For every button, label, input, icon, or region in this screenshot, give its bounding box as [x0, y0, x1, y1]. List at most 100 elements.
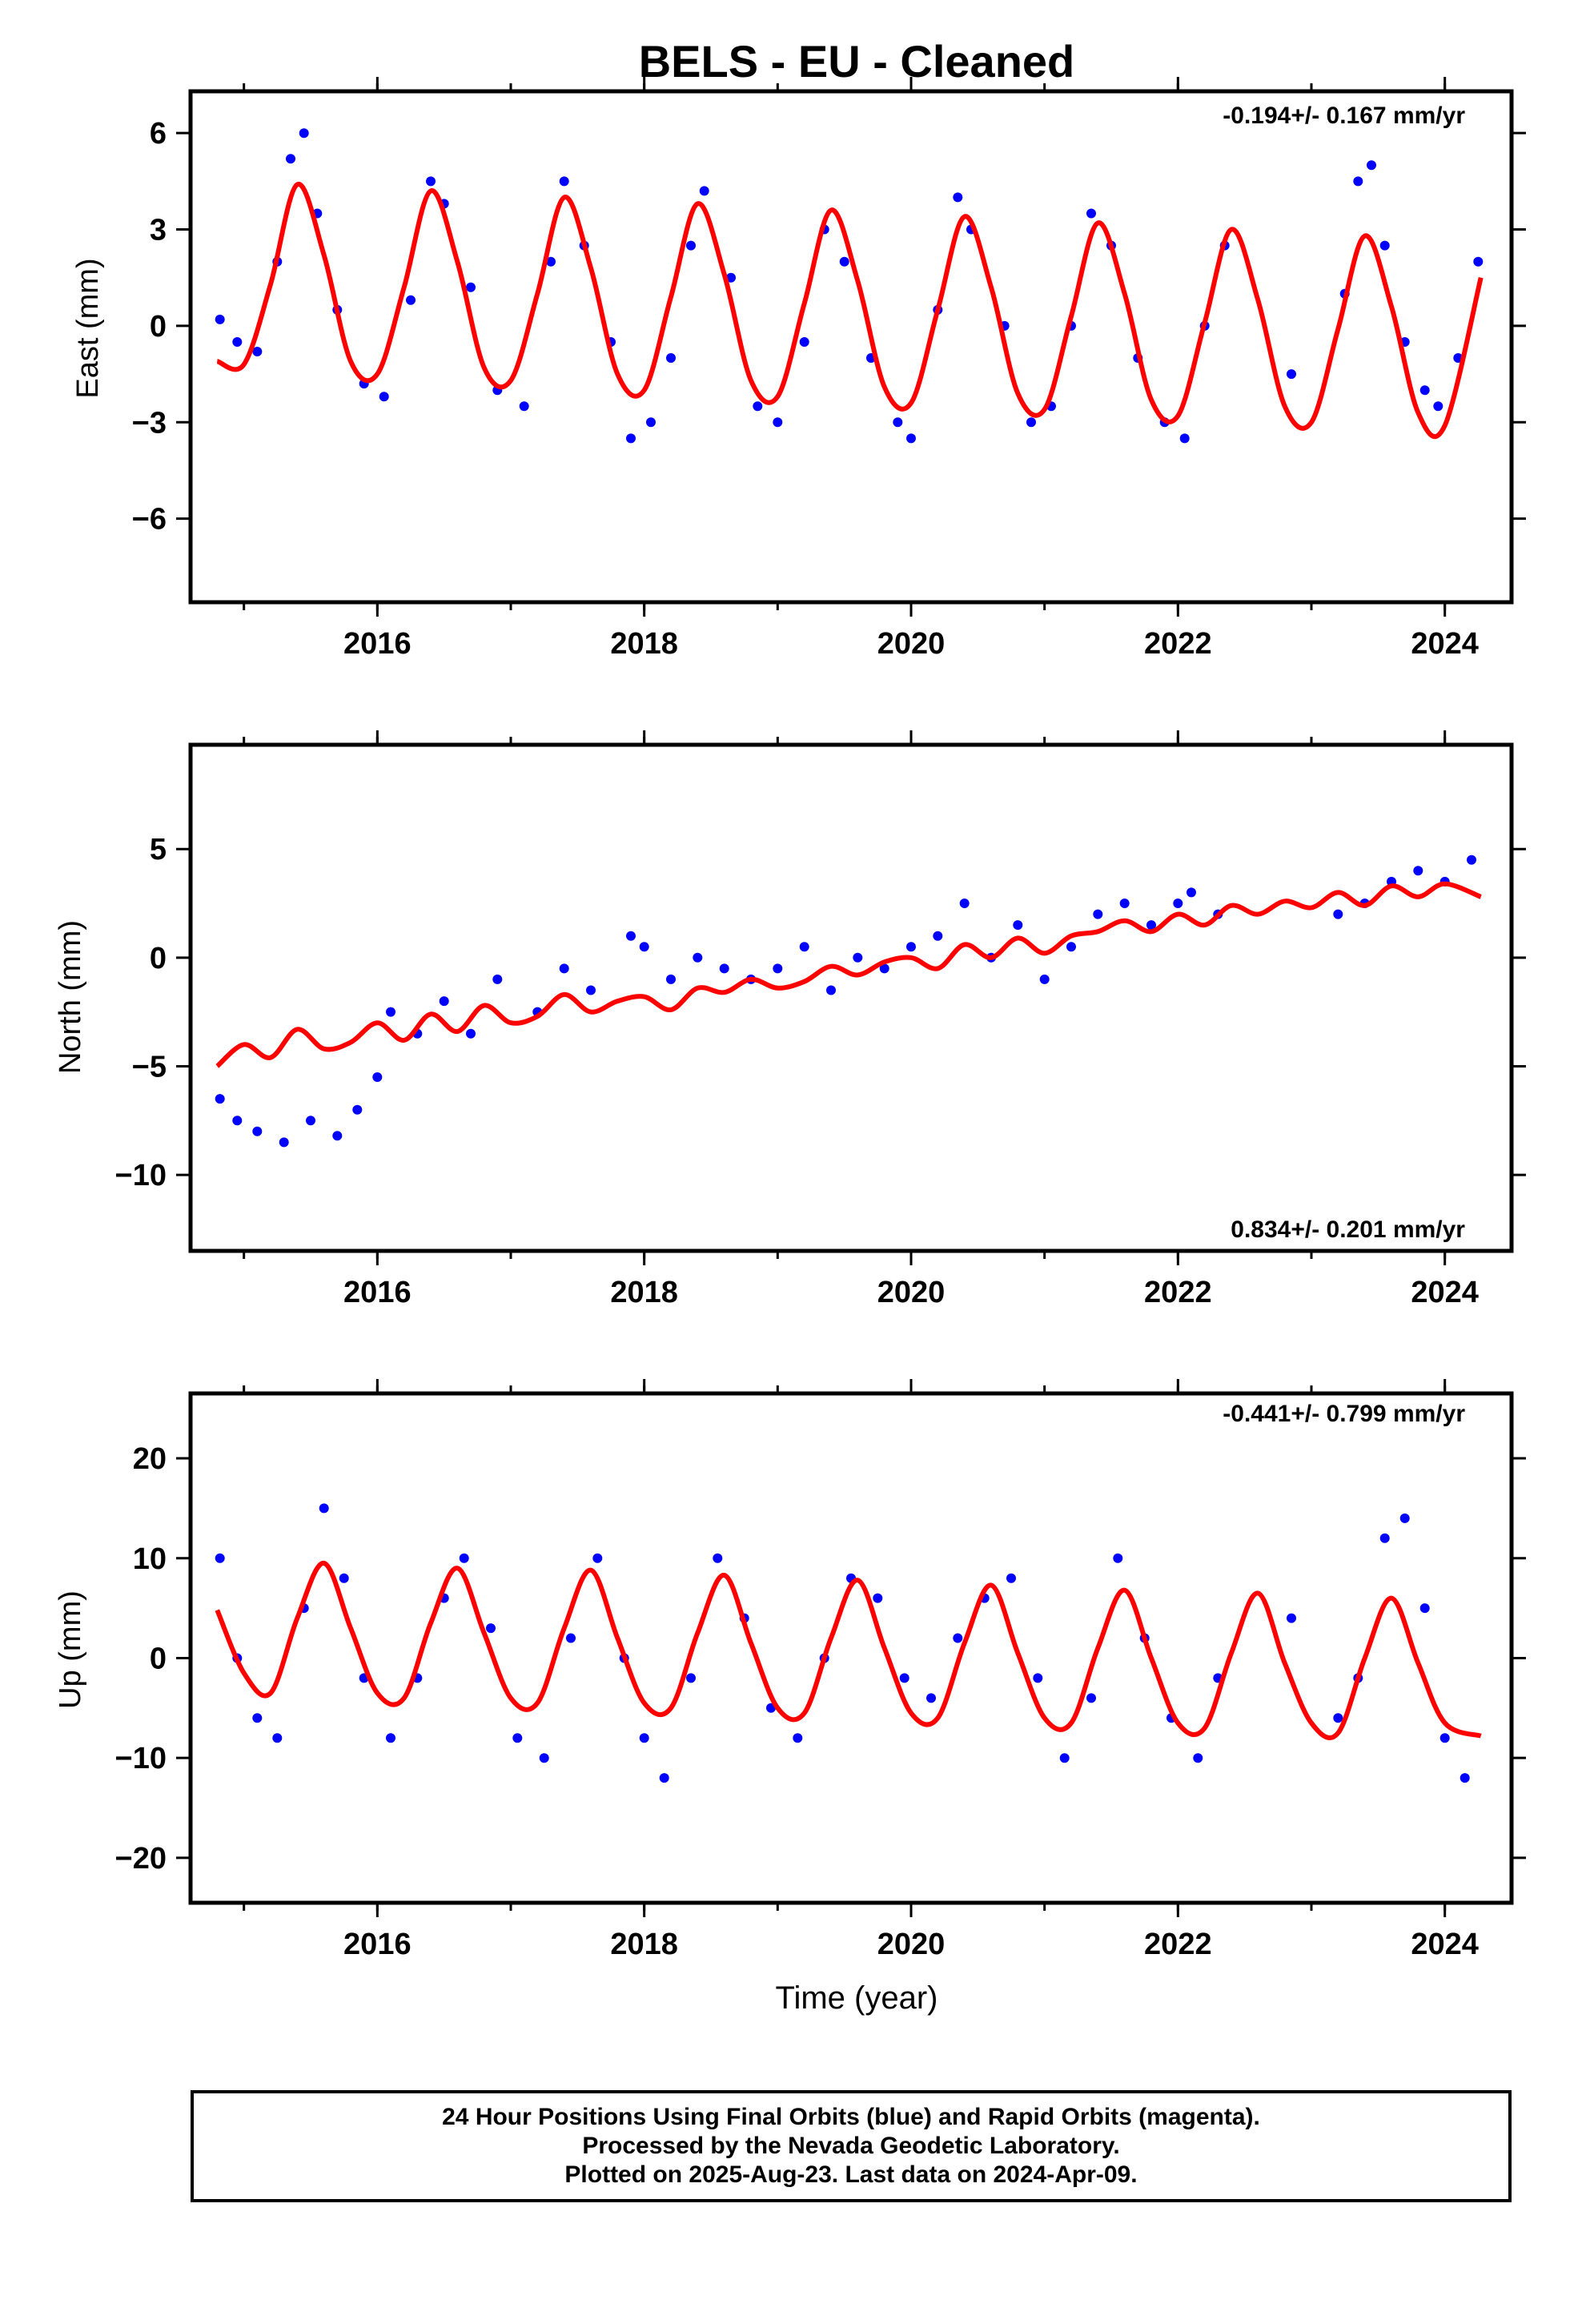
up-y-tick-label: 10	[133, 1542, 167, 1576]
up-data-point	[1287, 1613, 1296, 1623]
up-data-point	[713, 1553, 723, 1563]
north-data-point	[1039, 974, 1050, 984]
east-frame	[188, 89, 1514, 605]
up-data-point	[339, 1573, 349, 1583]
east-data-point	[646, 417, 656, 428]
east-data-point	[1179, 433, 1190, 444]
north-y-tick-label: 0	[150, 942, 167, 975]
up-y-tick-label: 20	[133, 1442, 167, 1476]
north-data-point	[693, 952, 703, 963]
up-axes: 2016 2018 2020 2022 2024 −20 −10 0 10 20	[115, 1379, 1526, 1961]
north-data-point	[639, 942, 649, 952]
east-y-tick-label: 0	[150, 310, 167, 344]
up-x-tick-label: 2020	[877, 1928, 946, 1961]
north-data-point	[1413, 866, 1423, 876]
up-data-point	[459, 1553, 469, 1563]
north-data-point	[799, 942, 809, 952]
north-rate-label: 0.834+/- 0.201 mm/yr	[1231, 1216, 1465, 1243]
east-x-tick-label: 2020	[877, 627, 946, 661]
north-data-point	[492, 974, 503, 984]
north-y-tick-label: −5	[132, 1050, 167, 1084]
footer-line-orbits: 24 Hour Positions Using Final Orbits (bl…	[442, 2104, 1260, 2130]
east-x-tick-label: 2016	[343, 627, 412, 661]
up-data-point	[272, 1733, 283, 1743]
north-frame	[188, 742, 1514, 1253]
up-data-point	[512, 1733, 523, 1743]
up-x-tick-label: 2022	[1144, 1928, 1212, 1961]
up-data-point	[953, 1633, 963, 1643]
north-data-point	[466, 1028, 476, 1039]
east-rate-label: -0.194+/- 0.167 mm/yr	[1223, 103, 1465, 129]
up-data-point	[386, 1733, 396, 1743]
east-data-point	[726, 272, 736, 283]
north-data-point	[1066, 942, 1076, 952]
east-x-tick-label: 2022	[1144, 627, 1212, 661]
north-data-point	[306, 1116, 315, 1126]
east-data-point	[1367, 160, 1376, 171]
north-data-point	[1186, 887, 1196, 898]
north-model-line	[215, 881, 1482, 1068]
up-data-point	[1033, 1673, 1043, 1683]
east-y-tick-label: 3	[150, 214, 167, 247]
east-data-point	[232, 337, 243, 347]
north-x-tick-label: 2020	[877, 1276, 946, 1309]
up-y-tick-label: −20	[115, 1842, 167, 1876]
north-data-point	[332, 1131, 343, 1141]
up-data-point	[319, 1503, 329, 1514]
up-data-point	[1059, 1753, 1070, 1763]
north-data-point	[215, 1094, 225, 1104]
north-data-point	[1146, 920, 1156, 931]
east-data-point	[753, 401, 763, 412]
east-panel: 2016 2018 2020 2022 2024 −6 −3 0 3 6 East (mm) -0…	[71, 77, 1526, 661]
east-data-point	[1086, 208, 1096, 219]
east-data-point	[559, 176, 569, 187]
north-data-point	[1093, 909, 1103, 919]
up-frame	[188, 1391, 1514, 1905]
north-x-tick-label: 2018	[610, 1276, 678, 1309]
east-data-point	[1433, 401, 1443, 412]
north-x-tick-label: 2016	[343, 1276, 412, 1309]
north-x-tick-label: 2022	[1144, 1276, 1212, 1309]
up-data-point	[539, 1753, 549, 1763]
up-data-point	[1399, 1513, 1410, 1523]
time-axis-label: Time (year)	[776, 1980, 938, 2016]
north-data-point	[773, 963, 783, 974]
up-data-point	[1460, 1773, 1470, 1783]
up-data-point	[252, 1713, 263, 1723]
footer-line-processed: Processed by the Nevada Geodetic Laborat…	[582, 2133, 1120, 2159]
up-data-point	[1006, 1573, 1016, 1583]
up-data-point	[926, 1693, 936, 1703]
north-x-tick-label: 2024	[1411, 1276, 1479, 1309]
north-data-point	[232, 1116, 243, 1126]
east-x-tick-label: 2018	[610, 627, 678, 661]
up-data-point	[1419, 1603, 1430, 1614]
footer-caption-box: 24 Hour Positions Using Final Orbits (bl…	[191, 2090, 1512, 2202]
up-data-point	[1333, 1713, 1343, 1723]
north-y-tick-label: −10	[115, 1159, 167, 1192]
east-data-point	[953, 192, 963, 203]
north-axes: 2016 2018 2020 2022 2024 −10 −5 0 5	[115, 730, 1526, 1309]
east-data-point	[379, 392, 389, 402]
up-data-point	[1113, 1553, 1123, 1563]
east-data-point	[1353, 176, 1363, 187]
east-data-point	[215, 314, 225, 324]
north-data-point	[1013, 920, 1023, 931]
up-data-point	[899, 1673, 909, 1683]
north-data-point	[719, 963, 729, 974]
figure-title: BELS - EU - Cleaned	[639, 36, 1075, 86]
east-data-point	[546, 256, 556, 267]
east-data-point	[519, 401, 529, 412]
east-data-point	[1287, 369, 1296, 380]
up-data-point	[1086, 1693, 1096, 1703]
up-data-point	[566, 1633, 576, 1643]
east-data-point	[426, 176, 436, 187]
east-data-point	[286, 154, 295, 164]
east-data-point	[906, 433, 916, 444]
east-data-point	[406, 295, 416, 305]
north-data-point	[853, 952, 863, 963]
up-axis-label: Up (mm)	[54, 1590, 87, 1709]
east-data-point	[799, 337, 809, 347]
up-data-point	[592, 1553, 603, 1563]
east-y-tick-label: −3	[132, 406, 167, 440]
